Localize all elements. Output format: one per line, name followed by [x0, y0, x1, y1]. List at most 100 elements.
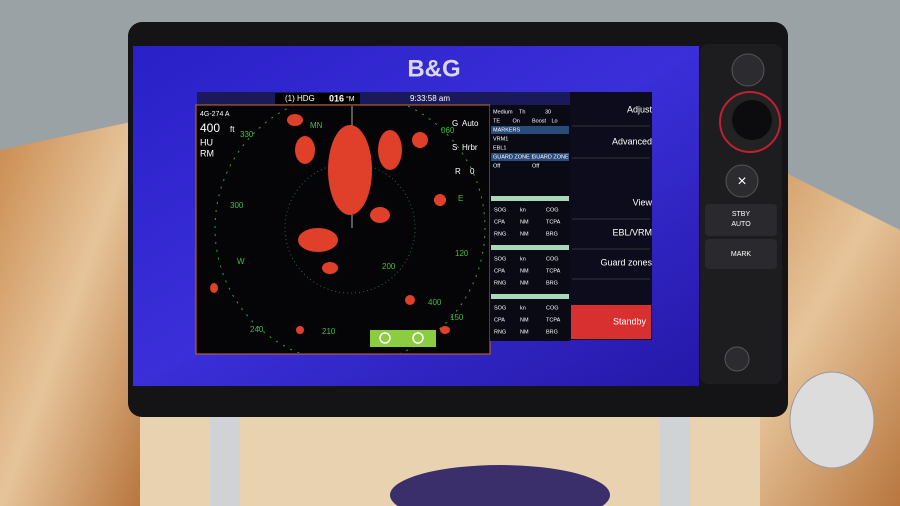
panel-cell: On [513, 118, 520, 124]
target-cell: NM [520, 268, 529, 274]
menu [570, 92, 652, 340]
target-cell: BRG [546, 231, 558, 237]
panel-cell: Th [519, 109, 525, 115]
target-cell: TCPA [546, 219, 561, 225]
target-divider [491, 294, 569, 299]
key-label: STBY [732, 211, 751, 218]
panel-cell: Medium [493, 109, 513, 115]
radar-echo [412, 132, 428, 148]
menu-item[interactable]: EBL/VRM [612, 227, 652, 237]
home-key[interactable] [731, 53, 765, 87]
rail [210, 410, 240, 506]
stby-auto-key[interactable] [705, 204, 777, 236]
gain-label: G [452, 119, 458, 128]
target-divider [491, 196, 569, 201]
range-ring [214, 106, 486, 353]
gain-value: Auto [462, 119, 479, 128]
orientation: HU [200, 137, 213, 147]
ring-label: 300 [230, 201, 244, 210]
radar-echoes [210, 114, 450, 334]
heading-unit: °M [346, 95, 355, 103]
key-label: AUTO [731, 221, 751, 228]
menu-item[interactable]: Guard zones [600, 257, 652, 267]
radar-echo [440, 326, 450, 334]
data-panel: Medium Th 30 TE On Boost Lo MARKERS VRM1 EBL1 GUAR… [490, 105, 573, 341]
compass [390, 465, 610, 506]
panel-cell: MARKERS [493, 127, 521, 133]
radar-echo [405, 295, 415, 305]
exit-key[interactable] [725, 164, 759, 198]
ring-label: 120 [455, 249, 469, 258]
mark-key[interactable] [705, 239, 777, 269]
target-divider [491, 245, 569, 250]
target-cell: NM [520, 317, 529, 323]
heading-box [275, 93, 360, 104]
radar-echo [378, 130, 402, 170]
motion: RM [200, 148, 214, 158]
status-bar [197, 92, 570, 105]
target-cell: CPA [494, 219, 505, 225]
panel-header [491, 126, 569, 134]
menu-items: Adjust Advanced View EBL/VRM Guard zones [572, 104, 653, 280]
range-unit: ft [230, 125, 235, 134]
target-cell: TCPA [546, 268, 561, 274]
exit-icon: × [737, 173, 746, 190]
rail [660, 400, 690, 506]
radar-rings [210, 106, 486, 353]
radar-echo [434, 194, 446, 206]
radar-echo [287, 114, 303, 126]
brand: B&G [407, 55, 460, 82]
ring-label: 240 [250, 325, 264, 334]
target-cell: NM [520, 231, 529, 237]
range-ring [284, 162, 416, 294]
standby-label[interactable]: Standby [613, 316, 647, 326]
panel-cell: Off [532, 163, 540, 169]
ring-labels: 330 300 W 240 210 200 400 120 150 E 060 … [230, 121, 469, 336]
cup-holder [789, 371, 875, 469]
target-cell: BRG [546, 329, 558, 335]
panel-cell: Boost [532, 118, 547, 124]
gain-value: 0 [470, 167, 475, 176]
target-cell: kn [520, 305, 526, 311]
target-cell: COG [546, 256, 559, 262]
ring-label: 210 [322, 327, 336, 336]
target-cell: COG [546, 207, 559, 213]
key-label: MARK [731, 251, 752, 258]
radar-echo [210, 283, 218, 293]
target-cell: CPA [494, 268, 505, 274]
target-cell: COG [546, 305, 559, 311]
panel-header [491, 153, 569, 161]
zoom-in[interactable] [412, 332, 424, 344]
ring-label: 060 [441, 126, 455, 135]
target-cell: SOG [494, 207, 506, 213]
range: 400 [200, 121, 220, 135]
standby-button[interactable] [571, 305, 651, 339]
panel-cell: TE [493, 118, 500, 124]
gain-label: R [455, 167, 461, 176]
radar-echo [328, 125, 372, 215]
deck-left [0, 120, 140, 506]
target-cell: NM [520, 280, 529, 286]
panel-cell: VRM1 [493, 136, 508, 142]
knob-cap[interactable] [732, 100, 772, 140]
radar-echo [295, 136, 315, 164]
target-cell: RNG [494, 329, 506, 335]
power-key[interactable] [724, 346, 750, 372]
menu-item[interactable]: Advanced [612, 136, 652, 146]
radar-echo [298, 228, 338, 252]
zoom-out[interactable] [379, 332, 391, 344]
gain-indicators: G Auto S Hrbr R 0 [452, 119, 479, 176]
target-cell: SOG [494, 305, 506, 311]
menu-item[interactable]: Adjust [627, 104, 653, 114]
target-cell: kn [520, 256, 526, 262]
ring-label: MN [310, 121, 323, 130]
heading-label: (1) HDG [285, 94, 315, 103]
heading-value: 016 [329, 93, 344, 103]
ring-label: E [458, 194, 463, 203]
menu-item[interactable]: View [633, 197, 653, 207]
radar-echo [296, 326, 304, 334]
radar-echo [370, 207, 390, 223]
target-cell: TCPA [546, 317, 561, 323]
